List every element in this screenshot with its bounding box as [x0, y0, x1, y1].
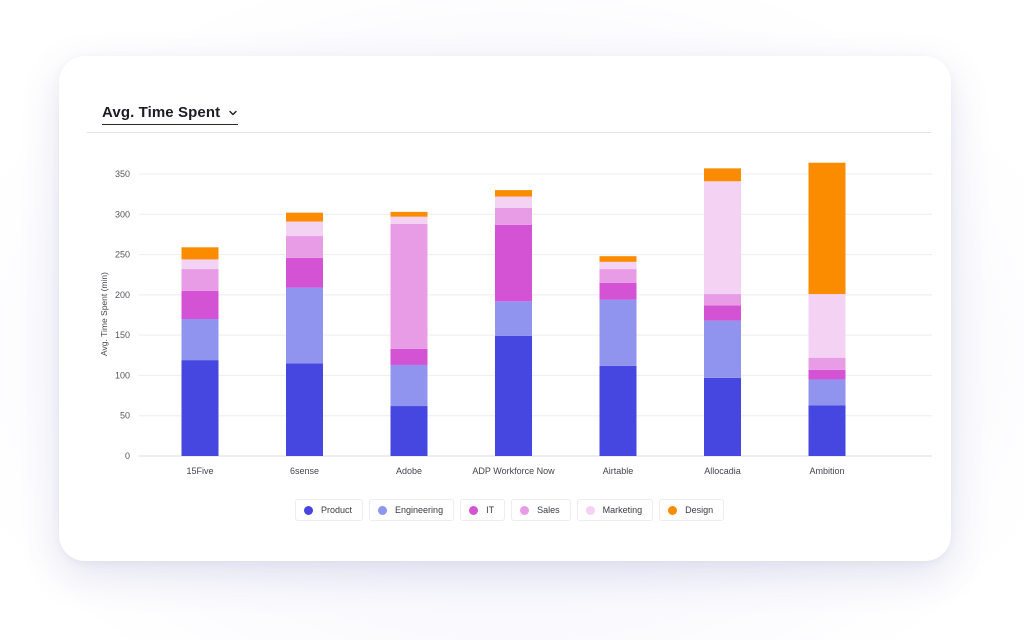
bar-segment-marketing [808, 294, 846, 358]
bar-segment-sales [390, 223, 428, 349]
bar-segment-product [286, 363, 323, 456]
bar-segment-sales [704, 294, 741, 306]
legend-item-it[interactable]: IT [460, 499, 506, 521]
y-tick-label: 250 [115, 250, 130, 260]
bar-segment-product [390, 406, 428, 456]
bar-segment-marketing [495, 196, 532, 208]
bar-segment-engineering [390, 364, 428, 407]
y-tick-label: 150 [115, 330, 130, 340]
x-tick-label: Allocadia [704, 466, 741, 476]
bar-segment-engineering [286, 287, 323, 364]
legend-swatch-icon [585, 505, 595, 515]
legend-item-design[interactable]: Design [659, 499, 725, 521]
y-tick-label: 0 [125, 451, 130, 461]
y-tick-label: 350 [115, 169, 130, 179]
legend-swatch-icon [520, 505, 530, 515]
grid-layer [139, 173, 932, 457]
bars-layer [181, 162, 846, 456]
bar-segment-marketing [286, 221, 323, 237]
legend-label: Engineering [395, 505, 444, 515]
bar-segment-product [495, 335, 532, 456]
x-tick-label: Airtable [603, 466, 634, 476]
legend-swatch-icon [304, 505, 313, 515]
bar-segment-it [599, 282, 637, 300]
legend-swatch-icon [469, 505, 479, 515]
chart-legend: Product Engineering IT Sales Marketing Design [295, 499, 725, 521]
chart-card: Avg. Time Spent 0 50 100 150 200 250 300 350 Avg… [59, 56, 951, 561]
bar-segment-engineering [704, 320, 741, 378]
metric-dropdown[interactable]: Avg. Time Spent [102, 104, 239, 125]
bar-segment-marketing [704, 181, 741, 295]
legend-label: IT [486, 505, 495, 515]
x-tick-label: 6sense [290, 466, 319, 476]
x-tick-label: ADP Workforce Now [472, 466, 555, 476]
chevron-down-icon [229, 110, 237, 115]
y-tick-label: 300 [115, 209, 130, 219]
bar-segment-marketing [390, 216, 428, 224]
labels-layer: 0 50 100 150 200 250 300 350 Avg. Time Spent (mi… [99, 169, 845, 476]
legend-label: Marketing [602, 505, 643, 515]
x-tick-label: 15Five [186, 466, 213, 476]
header-divider [87, 132, 931, 133]
bar-segment-engineering [599, 299, 637, 366]
y-axis-label: Avg. Time Spent (min) [99, 272, 109, 356]
legend-label: Design [685, 505, 714, 515]
legend-item-product[interactable]: Product [295, 499, 364, 521]
bar-segment-design [704, 168, 741, 182]
bar-segment-engineering [808, 379, 846, 406]
stacked-bar-chart: 0 50 100 150 200 250 300 350 Avg. Time Spent (mi… [99, 162, 932, 476]
chart-title: Avg. Time Spent [102, 104, 221, 121]
bar-segment-product [808, 405, 846, 456]
bar-segment-engineering [181, 319, 219, 361]
bar-segment-product [599, 365, 637, 456]
bar-segment-it [390, 348, 428, 365]
x-tick-label: Adobe [396, 466, 422, 476]
bar-segment-sales [286, 236, 323, 258]
bar-segment-sales [599, 269, 637, 283]
bar-segment-sales [181, 269, 219, 291]
bar-segment-engineering [495, 301, 532, 336]
bar-segment-it [286, 257, 323, 288]
bar-segment-marketing [181, 259, 219, 270]
bar-segment-it [181, 290, 219, 320]
y-tick-label: 200 [115, 290, 130, 300]
bar-segment-design [286, 212, 323, 222]
bar-segment-design [599, 256, 637, 262]
y-tick-label: 100 [115, 370, 130, 380]
bar-segment-sales [808, 357, 846, 370]
bar-segment-design [181, 247, 219, 260]
bar-segment-sales [495, 207, 532, 225]
bar-segment-product [704, 377, 741, 456]
bar-segment-product [181, 360, 219, 456]
legend-swatch-icon [378, 505, 388, 515]
legend-label: Product [321, 505, 353, 515]
legend-swatch-icon [668, 505, 678, 515]
bar-segment-design [390, 211, 428, 217]
bar-segment-marketing [599, 261, 637, 270]
x-tick-label: Ambition [809, 466, 844, 476]
y-tick-label: 50 [120, 411, 130, 421]
bar-segment-it [495, 224, 532, 302]
legend-item-sales[interactable]: Sales [511, 499, 571, 521]
bar-segment-it [808, 369, 846, 380]
legend-label: Sales [537, 505, 560, 515]
legend-item-marketing[interactable]: Marketing [576, 499, 654, 521]
bar-segment-design [495, 190, 532, 197]
legend-item-engineering[interactable]: Engineering [369, 499, 455, 521]
bar-segment-design [808, 162, 846, 295]
bar-segment-it [704, 305, 741, 321]
